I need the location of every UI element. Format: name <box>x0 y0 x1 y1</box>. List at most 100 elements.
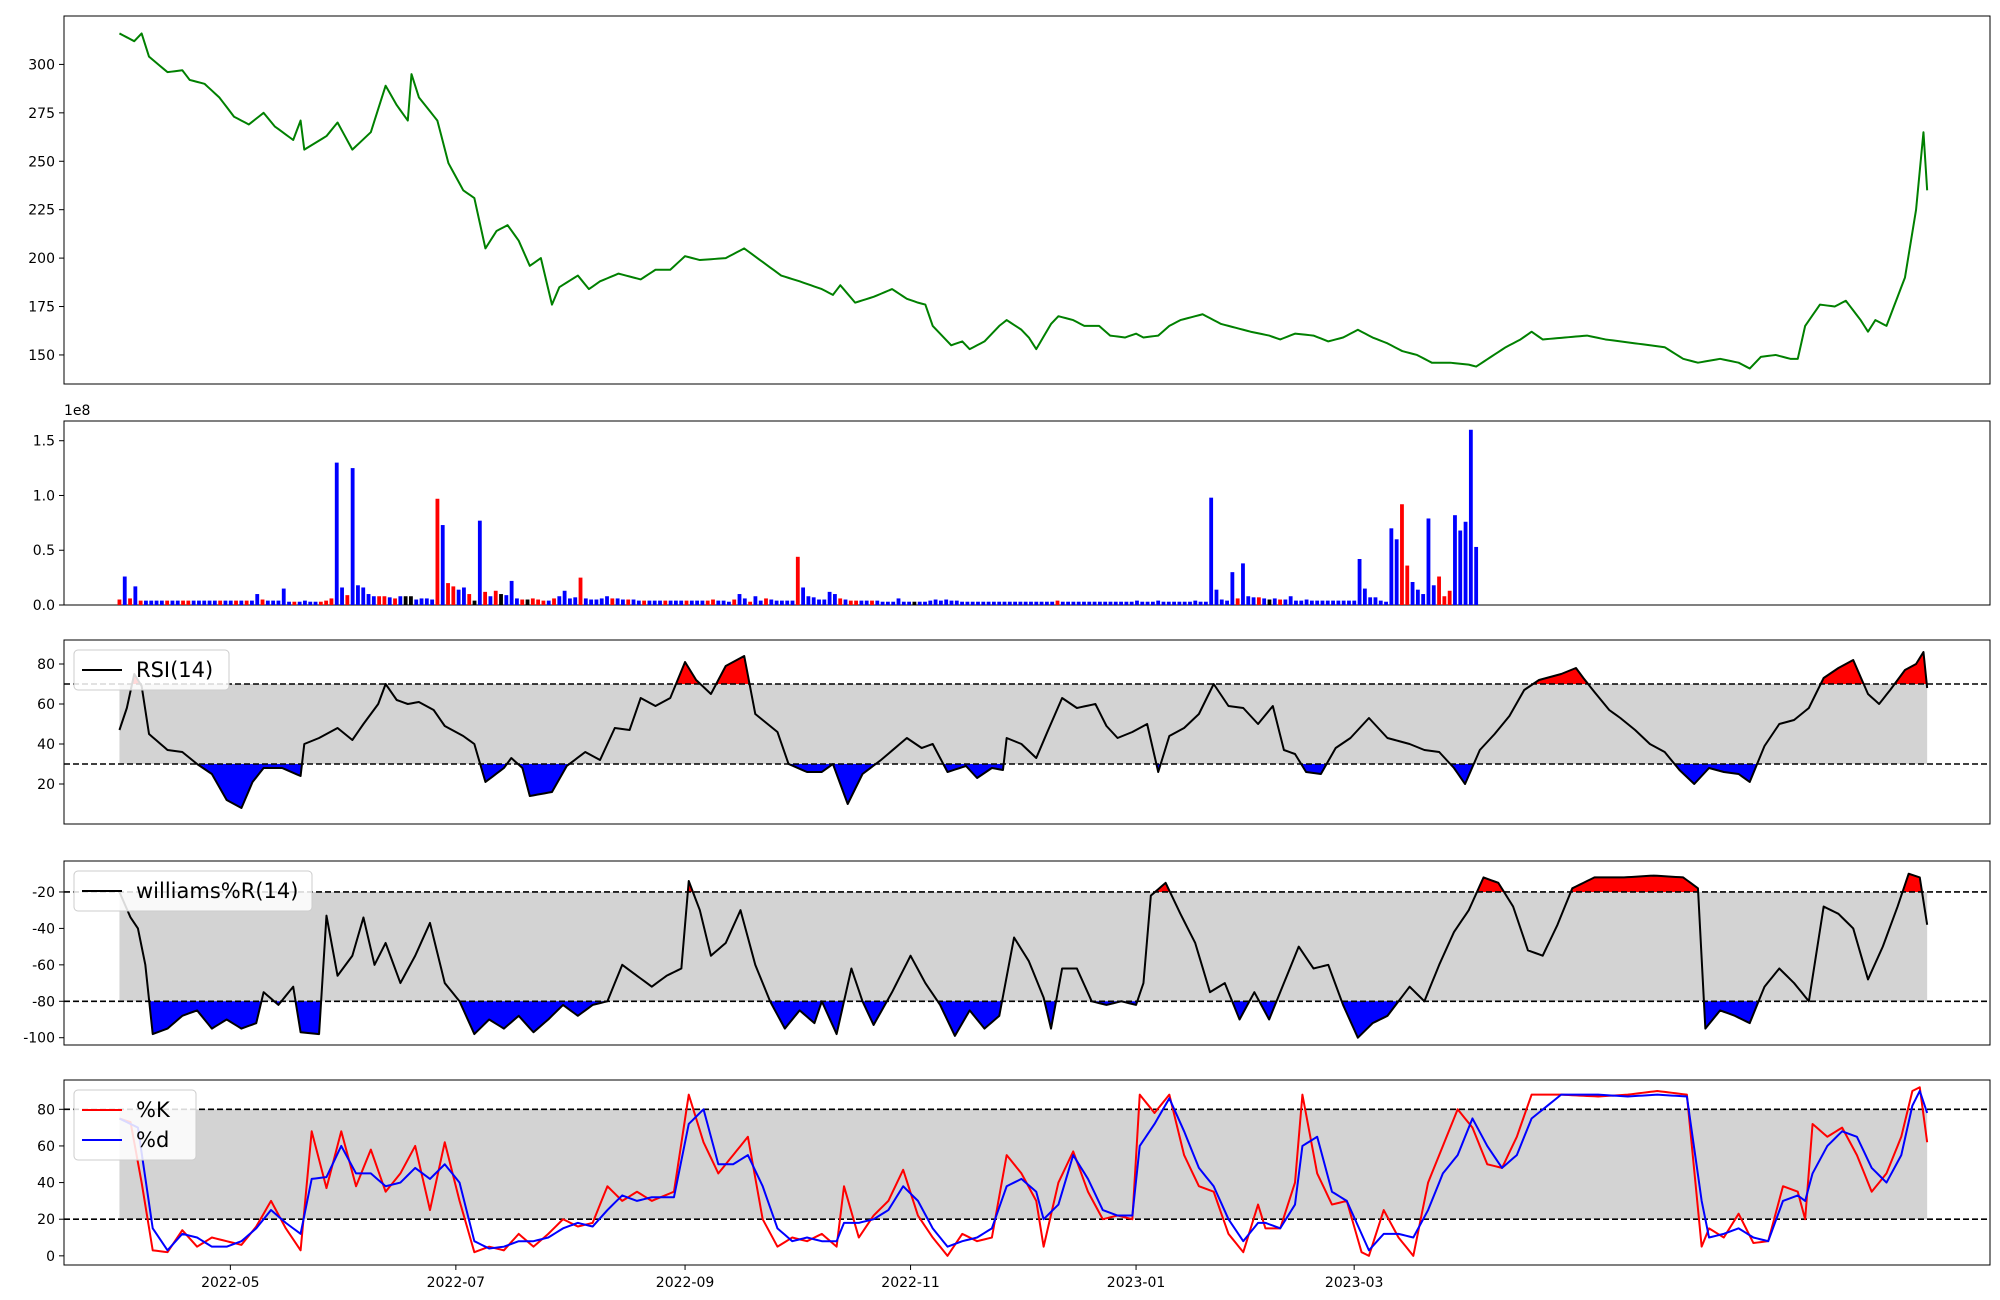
volume-bar <box>880 601 885 605</box>
volume-bar <box>1426 518 1431 605</box>
rsi-panel: 20 40 60 80 RSI(14) <box>37 639 1991 825</box>
volume-bar <box>1394 539 1399 605</box>
volume-bar <box>1384 601 1388 605</box>
volume-bar <box>424 598 429 605</box>
volume-bar <box>340 587 344 605</box>
volume-bar <box>923 601 927 605</box>
volume-bar <box>647 600 652 605</box>
volume-bar <box>1262 598 1267 605</box>
y-tick-label: 0 <box>46 1249 55 1265</box>
volume-bar <box>1474 546 1479 605</box>
volume-bar <box>202 600 207 605</box>
volume-bar <box>398 596 403 605</box>
volume-bar <box>440 525 445 605</box>
volume-bar <box>493 590 498 605</box>
volume-bar <box>1193 600 1198 605</box>
volume-bar <box>1082 601 1086 605</box>
volume-bar <box>334 462 339 605</box>
volume-bar <box>970 601 975 605</box>
volume-bar <box>260 599 265 605</box>
volume-bar <box>1378 600 1383 605</box>
volume-bar <box>578 577 583 605</box>
y-tick-label: 0.0 <box>33 598 55 614</box>
volume-bar <box>1161 601 1166 605</box>
oversold-fill <box>149 1001 262 1035</box>
volume-bar <box>1325 600 1330 605</box>
volume-bar <box>382 596 387 605</box>
y-tick-label: 275 <box>28 106 55 122</box>
volume-bar <box>324 600 329 605</box>
volume-bar <box>430 599 435 605</box>
volume-bar <box>1055 600 1060 605</box>
volume-bar <box>181 600 185 605</box>
legend-label: %K <box>136 1098 171 1122</box>
volume-bar <box>1156 600 1161 605</box>
volume-bar <box>1225 600 1229 605</box>
volume-bar <box>197 600 201 605</box>
volume-bar <box>1288 596 1293 605</box>
oversold-fill <box>832 764 876 804</box>
y-tick-label: 175 <box>28 300 55 316</box>
volume-bar <box>1442 596 1447 605</box>
volume-bar <box>1299 600 1304 605</box>
volume-bar <box>207 600 212 605</box>
volume-bar <box>907 601 912 605</box>
legend-box <box>73 649 230 691</box>
volume-bar <box>1309 600 1314 605</box>
volume-bar <box>1320 600 1325 605</box>
volume-bar <box>1214 589 1219 605</box>
y-tick-label: 60 <box>37 1139 55 1155</box>
volume-bar <box>769 599 774 605</box>
volume-bar <box>1283 599 1288 605</box>
oversold-fill <box>1341 1001 1399 1038</box>
legend-box <box>73 1089 197 1161</box>
legend-label: williams%R(14) <box>136 879 298 903</box>
volume-bar <box>546 600 551 605</box>
oversold-fill <box>1703 1001 1759 1029</box>
volume-bar <box>154 600 159 605</box>
volume-bar <box>451 586 456 605</box>
volume-bar <box>1463 521 1468 605</box>
volume-bar <box>366 594 371 605</box>
y-tick-label: 225 <box>28 203 55 219</box>
overbought-fill <box>716 656 750 684</box>
volume-bar <box>456 589 461 605</box>
y-tick-label: 40 <box>37 1176 55 1192</box>
volume-bar <box>817 599 821 605</box>
volume-bar <box>1023 601 1028 605</box>
volume-bar <box>1246 596 1251 605</box>
volume-bar <box>875 600 880 605</box>
volume-bar <box>1389 528 1394 605</box>
volume-bar <box>128 598 132 605</box>
volume-bar <box>250 600 254 605</box>
volume-bar <box>520 599 525 605</box>
volume-bar <box>1113 601 1118 605</box>
volume-bar <box>255 594 260 605</box>
volume-bar <box>329 598 334 605</box>
volume-bar <box>244 600 249 605</box>
volume-bar <box>122 576 127 605</box>
volume-bar <box>297 601 302 605</box>
volume-bar <box>1256 597 1261 605</box>
y-tick-label: -20 <box>32 885 55 901</box>
volume-bar <box>1029 601 1033 605</box>
volume-bar <box>1219 599 1224 605</box>
volume-bar <box>552 598 556 605</box>
oversold-fill <box>1259 1001 1277 1020</box>
volume-bar <box>1018 601 1023 605</box>
volume-bar <box>562 590 567 605</box>
axes-frame <box>63 639 1991 825</box>
volume-bar <box>308 601 313 605</box>
volume-bar <box>1357 559 1362 605</box>
volume-bar <box>1336 600 1341 605</box>
volume-bar <box>891 601 896 605</box>
oversold-fill <box>862 1001 887 1025</box>
overbought-fill <box>1533 668 1589 684</box>
oversold-fill <box>1674 764 1758 784</box>
volume-bar <box>414 599 419 605</box>
oversold-fill <box>295 1001 322 1035</box>
oversold-fill <box>1232 1001 1250 1020</box>
volume-bar <box>419 598 424 605</box>
y-tick-label: 20 <box>37 1212 55 1228</box>
price-line <box>118 32 1929 370</box>
